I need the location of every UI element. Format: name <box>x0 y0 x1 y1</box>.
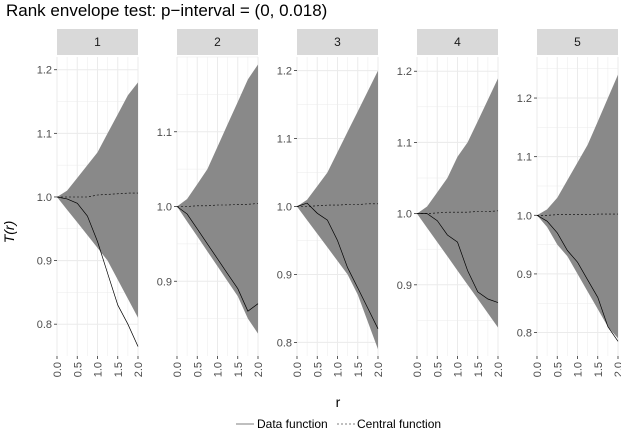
y-tick-label: 0.9 <box>397 280 412 292</box>
x-tick-label: 1.5 <box>353 362 365 377</box>
panel-3: 3 0.8 0.9 1.0 1.1 1.2 0.0 0.5 1.0 1.5 2.0 <box>277 29 385 377</box>
x-tick-label: 1.0 <box>93 362 105 377</box>
data-function-line <box>296 202 379 329</box>
facet-strip-label: 5 <box>574 35 581 49</box>
legend-data-label: Data function <box>257 417 328 431</box>
x-tick-label: 2.0 <box>613 362 621 377</box>
x-tick-label: 0.0 <box>412 362 424 377</box>
envelope-band <box>57 82 138 318</box>
x-tick-label: 1.0 <box>573 362 585 377</box>
x-tick-label: 0.5 <box>312 362 324 377</box>
y-tick-label: 1.1 <box>397 137 412 149</box>
data-function-line <box>176 206 259 312</box>
data-function-line <box>417 213 499 303</box>
envelope-band <box>177 64 258 334</box>
x-tick-label: 1.5 <box>473 362 485 377</box>
x-tick-label: 1.0 <box>213 362 225 377</box>
legend-central-label: Central function <box>357 417 441 431</box>
envelope-band <box>537 74 618 339</box>
facet-strip <box>177 29 258 55</box>
y-tick-label: 1.2 <box>37 65 52 77</box>
y-tick-label: 1.2 <box>277 66 292 78</box>
panel-5: 5 0.8 0.9 1.0 1.1 1.2 0.0 0.5 1.0 1.5 2.0 <box>517 29 621 377</box>
x-tick-label: 0.0 <box>172 362 184 377</box>
x-tick-label: 2.0 <box>253 362 265 377</box>
y-tick-label: 1.1 <box>517 152 532 164</box>
data-function-line <box>56 196 139 347</box>
central-function-line <box>57 192 138 198</box>
panels: 1 0.8 0.9 1.0 1.1 1.2 0.0 0.5 1.0 1.5 2.0 2 0.9 1.0 1.… <box>37 29 621 377</box>
facet-strip-label: 3 <box>334 35 341 49</box>
data-function-line <box>536 214 619 342</box>
x-tick-label: 0.0 <box>292 362 304 377</box>
y-tick-label: 1.0 <box>517 210 532 222</box>
x-tick-label: 1.0 <box>453 362 465 377</box>
central-function-line <box>537 213 618 216</box>
x-tick-label: 2.0 <box>493 362 505 377</box>
y-tick-label: 0.9 <box>37 256 52 268</box>
x-tick-label: 2.0 <box>373 362 385 377</box>
facet-strip <box>57 29 138 55</box>
central-function-line <box>177 203 259 207</box>
y-tick-label: 1.2 <box>517 93 532 105</box>
y-tick-label: 0.8 <box>517 328 532 340</box>
x-tick-label: 1.5 <box>233 362 245 377</box>
central-function-line <box>417 210 499 214</box>
x-tick-label: 1.5 <box>593 362 605 377</box>
y-tick-label: 1.1 <box>37 128 52 140</box>
envelope-band <box>297 70 378 350</box>
facet-strip-label: 1 <box>94 35 101 49</box>
facet-strip <box>297 29 378 55</box>
x-tick-label: 0.5 <box>192 362 204 377</box>
y-tick-label: 0.8 <box>277 337 292 349</box>
facet-strip-label: 4 <box>454 35 461 49</box>
y-tick-label: 1.1 <box>157 127 172 139</box>
y-axis-title: T(r) <box>1 221 17 244</box>
y-tick-label: 1.2 <box>397 66 412 78</box>
facet-strip-label: 2 <box>214 35 221 49</box>
y-tick-label: 1.0 <box>37 192 52 204</box>
y-tick-label: 0.9 <box>157 276 172 288</box>
x-tick-label: 0.5 <box>552 362 564 377</box>
x-tick-label: 0.0 <box>52 362 64 377</box>
x-tick-label: 0.5 <box>72 362 84 377</box>
facet-strip <box>417 29 498 55</box>
legend: Data function Central function <box>236 417 441 431</box>
y-tick-label: 1.0 <box>277 202 292 214</box>
panel-1: 1 0.8 0.9 1.0 1.1 1.2 0.0 0.5 1.0 1.5 2.0 <box>37 29 145 377</box>
y-tick-label: 1.1 <box>277 134 292 146</box>
x-tick-label: 1.5 <box>113 362 125 377</box>
facet-strip <box>537 29 618 55</box>
x-tick-label: 2.0 <box>133 362 145 377</box>
envelope-band <box>417 78 498 328</box>
x-tick-label: 0.5 <box>432 362 444 377</box>
panel-2: 2 0.9 1.0 1.1 0.0 0.5 1.0 1.5 2.0 <box>157 29 265 377</box>
y-tick-label: 1.0 <box>397 209 412 221</box>
y-tick-label: 0.9 <box>517 269 532 281</box>
y-tick-label: 0.8 <box>37 319 52 331</box>
panel-4: 4 0.9 1.0 1.1 1.2 0.0 0.5 1.0 1.5 2.0 <box>397 29 505 377</box>
x-axis-title: r <box>336 394 341 410</box>
x-tick-label: 0.0 <box>532 362 544 377</box>
x-tick-label: 1.0 <box>333 362 345 377</box>
y-tick-label: 1.0 <box>157 202 172 214</box>
chart-title: Rank envelope test: p−interval = (0, 0.0… <box>6 1 327 20</box>
y-tick-label: 0.9 <box>277 269 292 281</box>
